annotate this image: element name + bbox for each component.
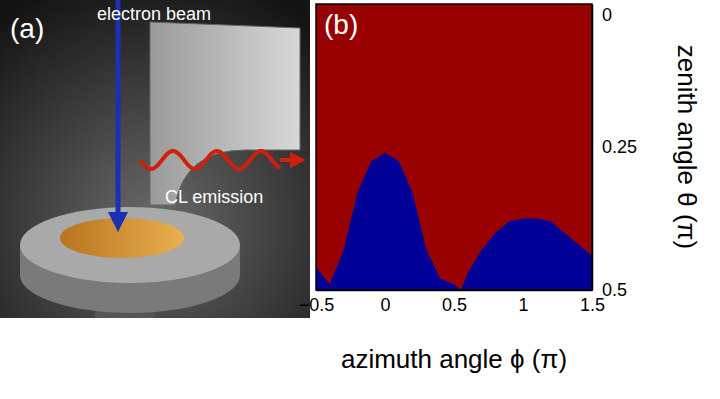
x-tick-label: 0	[380, 295, 390, 315]
x-tick: 1	[518, 290, 528, 315]
y-tick: 0.25	[592, 137, 637, 157]
x-tick: 0	[380, 290, 390, 315]
cl-emission-wave	[140, 151, 280, 169]
annotation: CL emission	[165, 187, 263, 207]
x-tick-label: 0.5	[442, 295, 467, 315]
x-axis-title: azimuth angle ϕ (π)	[341, 344, 567, 374]
illustration-background	[0, 0, 310, 318]
panel-a: (a) electron beam CL emission	[0, 0, 310, 318]
y-tick-label: 0.5	[602, 280, 627, 300]
panel-label: (a)	[10, 13, 44, 44]
electron-beam	[116, 0, 121, 222]
annotation: electron beam	[97, 4, 211, 24]
blocked-region	[316, 153, 592, 290]
figure: (a)electron beamCL emission−0.500.511.50…	[0, 0, 720, 399]
cl-emission-arrow	[280, 158, 298, 162]
panel-label: (b)	[324, 9, 358, 40]
mirror	[150, 22, 300, 205]
plot-background	[316, 4, 592, 290]
y-axis: 0 0.25 0.5	[592, 5, 637, 301]
stage-top	[20, 207, 240, 283]
x-tick-label: −0.5	[299, 295, 335, 315]
x-axis: −0.500.511.5	[299, 290, 605, 315]
x-axis-line	[317, 290, 593, 292]
panel-b: −0.500.511.500.250.5(b)azimuth angle ϕ (…	[299, 4, 702, 374]
x-tick: −0.5	[299, 290, 335, 315]
x-tick-label: 1	[518, 295, 528, 315]
y-tick-label: 0.25	[602, 137, 637, 157]
plot-frame	[316, 4, 592, 290]
sample	[60, 218, 184, 258]
plot-marks	[316, 153, 592, 290]
y-axis-title: zenith angle θ (π)	[672, 45, 702, 249]
y-tick-label: 0	[602, 5, 612, 25]
x-tick: 0.5	[442, 290, 467, 315]
y-tick: 0.5	[592, 280, 627, 300]
y-axis-line	[592, 5, 594, 291]
y-tick: 0	[592, 5, 612, 25]
